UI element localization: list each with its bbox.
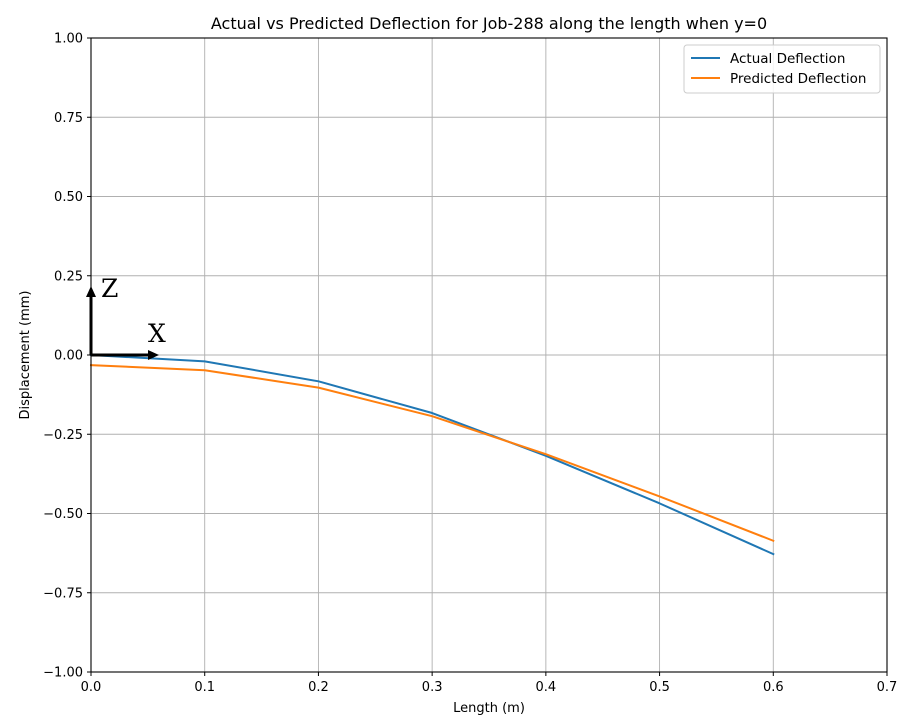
x-axis-label: Length (m) <box>453 701 525 716</box>
y-tick-label: −0.50 <box>43 507 83 522</box>
legend: Actual Deflection Predicted Deflection <box>683 44 881 94</box>
x-tick-label: 0.5 <box>649 680 670 695</box>
x-tick-label: 0.0 <box>81 680 102 695</box>
y-axis-label: Displacement (mm) <box>18 291 33 420</box>
series-line-actual <box>89 353 775 556</box>
x-tick-label: 0.7 <box>877 680 898 695</box>
series-line-predicted <box>89 364 775 543</box>
legend-label-actual: Actual Deflection <box>730 51 845 67</box>
y-tick-label: 1.00 <box>54 32 83 47</box>
z-annotation-label: Z <box>101 274 118 303</box>
chart-title: Actual vs Predicted Deflection for Job-2… <box>211 14 767 33</box>
y-tick-label: −0.75 <box>43 586 83 601</box>
series-lines <box>89 353 775 556</box>
z-arrow-head-icon <box>86 286 96 297</box>
x-arrow-head-icon <box>148 350 159 360</box>
y-tick-label: −0.25 <box>43 428 83 443</box>
x-tick-label: 0.3 <box>422 680 443 695</box>
y-tick-label: 0.75 <box>54 111 83 126</box>
x-tick-label: 0.4 <box>536 680 557 695</box>
x-tick-label: 0.6 <box>763 680 784 695</box>
y-tick-label: −1.00 <box>43 666 83 681</box>
y-tick-label: 0.50 <box>54 190 83 205</box>
legend-label-predicted: Predicted Deflection <box>730 71 866 87</box>
y-tick-label: 0.25 <box>54 269 83 284</box>
x-tick-label: 0.1 <box>194 680 215 695</box>
x-tick-label: 0.2 <box>308 680 329 695</box>
x-annotation-label: X <box>148 319 166 348</box>
axis-annotation: Z X <box>86 274 166 360</box>
legend-box <box>683 44 881 94</box>
ticks: 0.0 0.1 0.2 0.3 0.4 0.5 0.6 0.7 1.00 0.75 0.50 0.25… <box>43 32 897 696</box>
y-tick-label: 0.00 <box>54 349 83 364</box>
